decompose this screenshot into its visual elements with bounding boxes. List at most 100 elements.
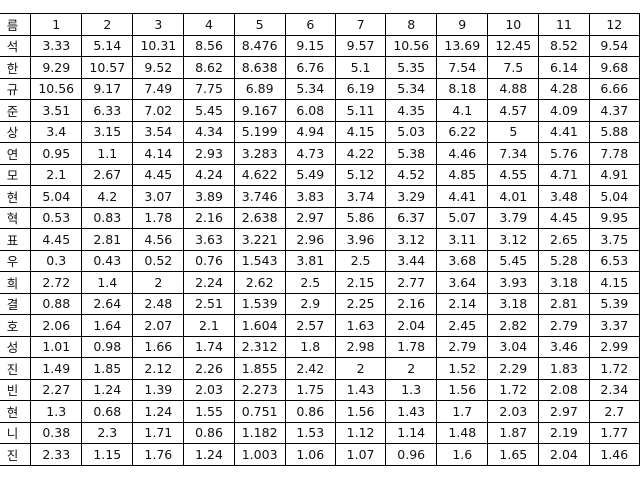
value-cell: 3.15 bbox=[81, 120, 134, 143]
value-cell: 2.99 bbox=[588, 335, 640, 358]
value-cell: 4.94 bbox=[284, 120, 336, 143]
value-cell: 2.273 bbox=[233, 378, 286, 401]
value-cell: 5.1 bbox=[334, 56, 387, 79]
value-cell: 4.46 bbox=[436, 142, 489, 165]
value-cell: 2.24 bbox=[183, 271, 235, 294]
value-cell: 1.8 bbox=[284, 335, 336, 358]
value-cell: 7.34 bbox=[487, 142, 540, 165]
header-cell: 1 bbox=[30, 13, 83, 36]
value-cell: 3.79 bbox=[487, 206, 540, 229]
value-cell: 4.09 bbox=[538, 99, 590, 122]
value-cell: 3.07 bbox=[132, 185, 185, 208]
value-cell: 3.68 bbox=[436, 249, 489, 272]
name-cell: 현 bbox=[0, 400, 32, 423]
value-cell: 2.638 bbox=[233, 206, 286, 229]
value-cell: 1.83 bbox=[538, 357, 590, 380]
value-cell: 3.37 bbox=[588, 314, 640, 337]
name-cell: 표 bbox=[0, 228, 32, 251]
value-cell: 5.86 bbox=[334, 206, 387, 229]
value-cell: 1.66 bbox=[132, 335, 185, 358]
header-cell: 5 bbox=[233, 13, 286, 36]
value-cell: 3.46 bbox=[538, 335, 590, 358]
value-cell: 6.89 bbox=[233, 77, 286, 100]
name-cell: 연 bbox=[0, 142, 32, 165]
value-cell: 0.68 bbox=[81, 400, 134, 423]
value-cell: 2.04 bbox=[538, 443, 590, 466]
value-cell: 1.543 bbox=[233, 249, 286, 272]
value-cell: 2.93 bbox=[183, 142, 235, 165]
table-row: 한 9.29 10.57 9.52 8.62 8.638 6.76 5.1 5.35 7.54 7.… bbox=[0, 56, 640, 79]
value-cell: 9.15 bbox=[284, 34, 336, 57]
value-cell: 1.71 bbox=[132, 421, 185, 444]
value-cell: 4.622 bbox=[233, 163, 286, 186]
value-cell: 2.07 bbox=[132, 314, 185, 337]
value-cell: 4.22 bbox=[334, 142, 387, 165]
value-cell: 1.72 bbox=[588, 357, 640, 380]
table-row: 혁 0.53 0.83 1.78 2.16 2.638 2.97 5.86 6.37 5.07 3.… bbox=[0, 206, 640, 229]
table-row: 상 3.4 3.15 3.54 4.34 5.199 4.94 4.15 5.03 6.22 5 4.… bbox=[0, 120, 640, 143]
value-cell: 2 bbox=[132, 271, 185, 294]
value-cell: 2.62 bbox=[233, 271, 286, 294]
value-cell: 5.28 bbox=[538, 249, 590, 272]
table-row: 진 1.49 1.85 2.12 2.26 1.855 2.42 2 2 1.52 2.29 1.83… bbox=[0, 357, 640, 380]
value-cell: 4.2 bbox=[81, 185, 134, 208]
value-cell: 1.12 bbox=[334, 421, 387, 444]
data-table: 름 1 2 3 4 5 6 7 8 9 10 11 12 석 3.33 5.14 10.31 8.56 8.476 9… bbox=[0, 13, 640, 466]
name-cell: 석 bbox=[0, 34, 32, 57]
value-cell: 4.56 bbox=[132, 228, 185, 251]
table-row: 준 3.51 6.33 7.02 5.45 9.167 6.08 5.11 4.35 4.1 4.5… bbox=[0, 99, 640, 122]
value-cell: 1.78 bbox=[132, 206, 185, 229]
value-cell: 2.81 bbox=[81, 228, 134, 251]
value-cell: 4.45 bbox=[538, 206, 590, 229]
value-cell: 2.16 bbox=[183, 206, 235, 229]
table-row: 현 5.04 4.2 3.07 3.89 3.746 3.83 3.74 3.29 4.41 4.0… bbox=[0, 185, 640, 208]
value-cell: 5.34 bbox=[284, 77, 336, 100]
value-cell: 5.04 bbox=[30, 185, 83, 208]
value-cell: 1.24 bbox=[183, 443, 235, 466]
name-cell: 결 bbox=[0, 292, 32, 315]
value-cell: 2.7 bbox=[588, 400, 640, 423]
value-cell: 4.37 bbox=[588, 99, 640, 122]
value-cell: 3.29 bbox=[385, 185, 438, 208]
value-cell: 1.72 bbox=[487, 378, 540, 401]
table-row: 니 0.38 2.3 1.71 0.86 1.182 1.53 1.12 1.14 1.48 1.8… bbox=[0, 421, 640, 444]
value-cell: 2.97 bbox=[538, 400, 590, 423]
value-cell: 3.04 bbox=[487, 335, 540, 358]
value-cell: 2.19 bbox=[538, 421, 590, 444]
name-cell: 호 bbox=[0, 314, 32, 337]
value-cell: 4.91 bbox=[588, 163, 640, 186]
value-cell: 1.63 bbox=[334, 314, 387, 337]
value-cell: 7.02 bbox=[132, 99, 185, 122]
value-cell: 4.71 bbox=[538, 163, 590, 186]
name-cell: 혁 bbox=[0, 206, 32, 229]
value-cell: 5.88 bbox=[588, 120, 640, 143]
value-cell: 9.54 bbox=[588, 34, 640, 57]
value-cell: 5.49 bbox=[284, 163, 336, 186]
value-cell: 4.15 bbox=[334, 120, 387, 143]
value-cell: 1.46 bbox=[588, 443, 640, 466]
table-row: 규 10.56 9.17 7.49 7.75 6.89 5.34 6.19 5.34 8.18 4.… bbox=[0, 77, 640, 100]
table-row: 희 2.72 1.4 2 2.24 2.62 2.5 2.15 2.77 3.64 3.93 3.18… bbox=[0, 271, 640, 294]
header-cell: 7 bbox=[334, 13, 387, 36]
value-cell: 10.56 bbox=[30, 77, 83, 100]
value-cell: 4.41 bbox=[538, 120, 590, 143]
value-cell: 2.15 bbox=[334, 271, 387, 294]
header-cell: 9 bbox=[436, 13, 489, 36]
value-cell: 1.75 bbox=[284, 378, 336, 401]
value-cell: 2.64 bbox=[81, 292, 134, 315]
value-cell: 3.283 bbox=[233, 142, 286, 165]
value-cell: 6.22 bbox=[436, 120, 489, 143]
value-cell: 7.5 bbox=[487, 56, 540, 79]
value-cell: 0.38 bbox=[30, 421, 83, 444]
table-row: 표 4.45 2.81 4.56 3.63 3.221 2.96 3.96 3.12 3.11 3.… bbox=[0, 228, 640, 251]
header-cell: 3 bbox=[132, 13, 185, 36]
value-cell: 8.52 bbox=[538, 34, 590, 57]
value-cell: 4.35 bbox=[385, 99, 438, 122]
value-cell: 3.93 bbox=[487, 271, 540, 294]
value-cell: 1.07 bbox=[334, 443, 387, 466]
name-cell: 우 bbox=[0, 249, 32, 272]
value-cell: 2.25 bbox=[334, 292, 387, 315]
value-cell: 3.33 bbox=[30, 34, 83, 57]
value-cell: 1.06 bbox=[284, 443, 336, 466]
value-cell: 2.29 bbox=[487, 357, 540, 380]
